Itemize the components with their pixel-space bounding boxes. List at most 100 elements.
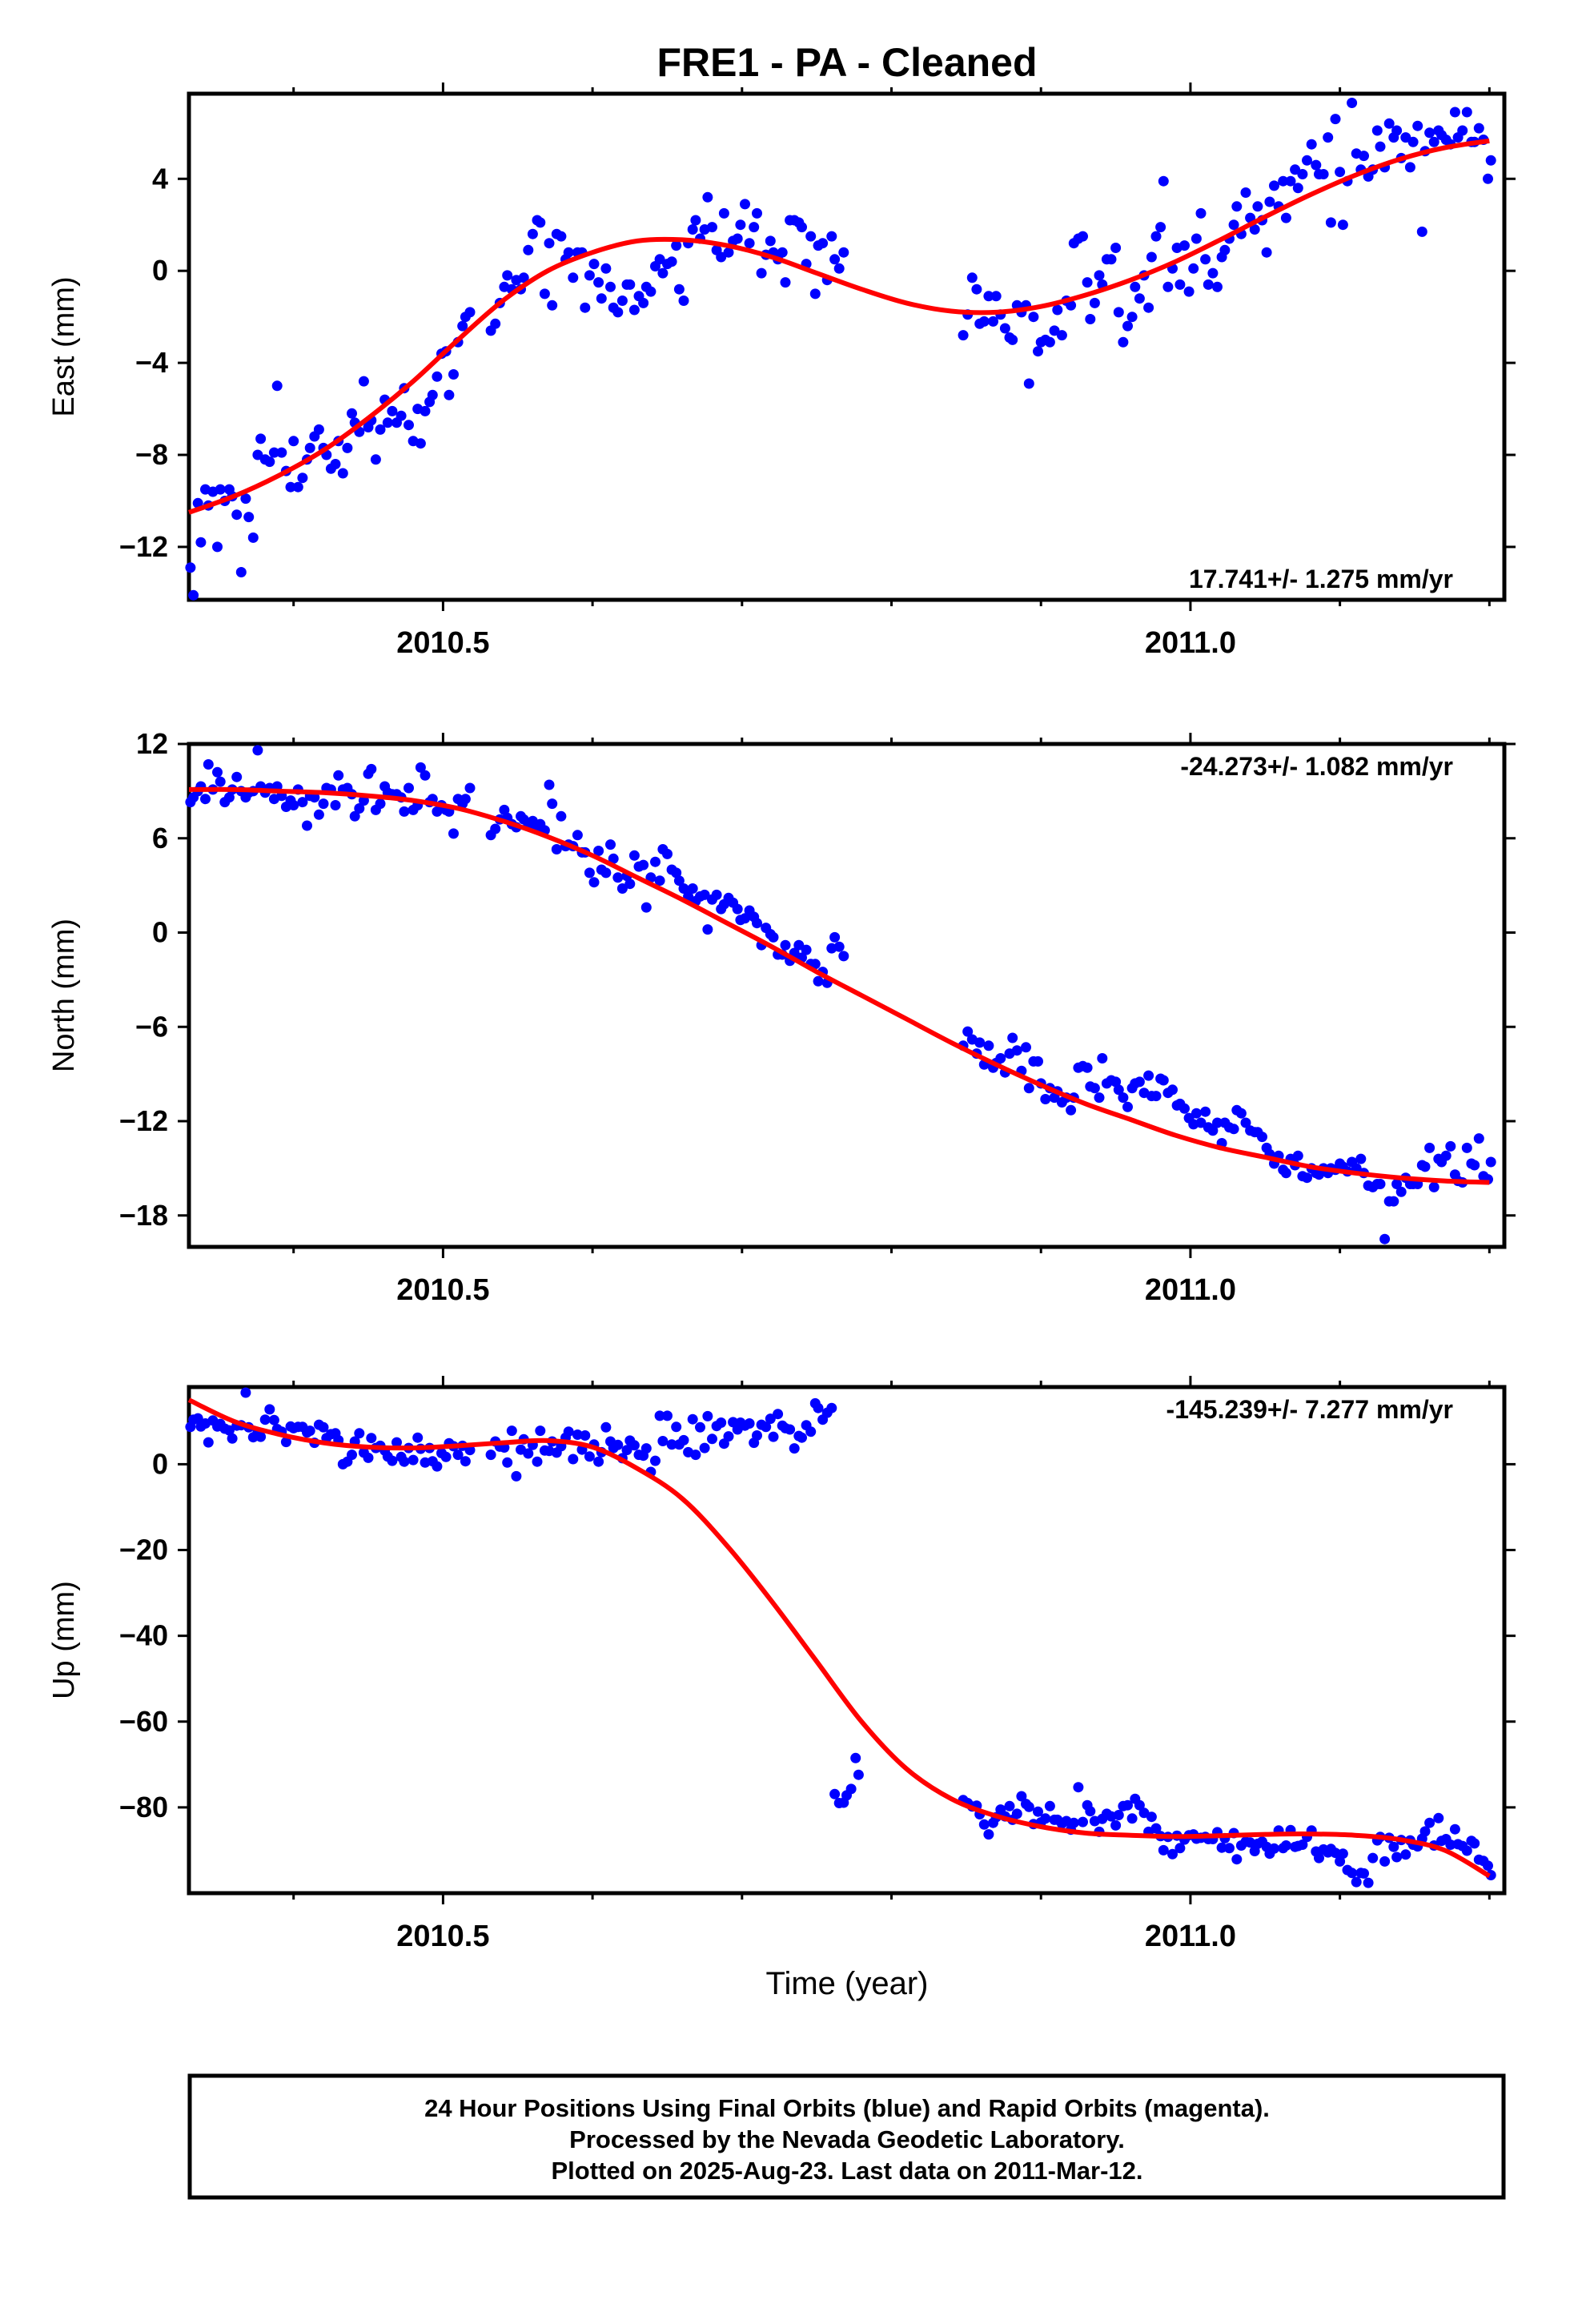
north-data-point (974, 1037, 986, 1048)
east-data-point (1231, 201, 1243, 212)
north-data-point (1280, 1168, 1291, 1179)
up-data-point (1126, 1813, 1138, 1824)
east-data-point (1078, 231, 1088, 242)
north-data-point (1094, 1092, 1105, 1104)
east-data-point (1183, 286, 1195, 297)
up-data-point (1146, 1811, 1157, 1823)
east-data-point (255, 433, 267, 444)
east-data-point (978, 316, 990, 327)
north-data-point (1235, 1108, 1247, 1119)
east-data-point (1416, 226, 1427, 237)
east-data-point (185, 562, 196, 573)
up-data-point (1224, 1843, 1235, 1854)
east-data-point (518, 272, 529, 283)
north-data-point (1167, 1084, 1178, 1096)
north-data-point (1485, 1156, 1496, 1168)
north-data-point (1082, 1062, 1093, 1073)
north-panel: 12 6 0 −6 −12 −18 2010.5 2011.0 North (mm) -24… (47, 727, 1516, 1307)
north-data-point (1066, 1104, 1077, 1116)
up-data-point (432, 1461, 443, 1472)
east-data-point (1485, 155, 1496, 166)
up-data-point (850, 1752, 861, 1763)
north-data-point (838, 951, 849, 962)
north-data-point (673, 875, 685, 887)
north-data-point (1302, 1172, 1312, 1184)
up-data-point (1110, 1819, 1122, 1831)
east-data-point (1297, 169, 1308, 179)
east-data-point (347, 408, 357, 419)
up-data-point (1449, 1823, 1460, 1835)
north-data-point (1375, 1179, 1386, 1189)
north-data-point (1040, 1094, 1051, 1104)
east-xtick-label: 2010.5 (396, 626, 489, 660)
north-data-point (605, 839, 616, 850)
up-data-point (1033, 1806, 1043, 1817)
east-data-point (563, 247, 574, 258)
east-data-point (1412, 120, 1423, 131)
east-data-point (396, 410, 407, 421)
up-data-point (768, 1431, 779, 1442)
up-data-point (853, 1769, 864, 1780)
up-data-point (845, 1783, 857, 1795)
east-data-point (690, 215, 701, 226)
east-data-point (1033, 346, 1043, 357)
east-data-point (1089, 297, 1100, 308)
north-data-point (687, 883, 698, 894)
east-data-point (195, 537, 207, 548)
north-data-point (1089, 1083, 1100, 1094)
up-data-point (532, 1456, 543, 1467)
east-data-point (999, 323, 1010, 334)
north-data-point (1473, 1133, 1484, 1144)
up-data-point (983, 1829, 994, 1840)
north-data-point (650, 856, 661, 867)
north-data-point (616, 883, 628, 894)
north-data-point (499, 804, 510, 815)
north-data-point (833, 941, 845, 952)
up-data-point (1363, 1877, 1374, 1888)
up-data-point (723, 1431, 734, 1442)
up-data-point (1011, 1808, 1022, 1819)
up-data-point (797, 1432, 807, 1443)
east-data-point (1383, 118, 1395, 129)
up-data-point (612, 1439, 624, 1450)
east-data-point (337, 468, 348, 479)
east-data-point (1155, 222, 1166, 233)
up-data-point (563, 1426, 574, 1437)
east-y-axis-label: East (mm) (47, 276, 81, 416)
up-data-point (387, 1455, 398, 1466)
up-data-point (354, 1428, 365, 1439)
east-data-point (1188, 263, 1199, 274)
east-data-point (1407, 136, 1419, 147)
up-ytick-labels: 0 −20 −40 −60 −80 (119, 1447, 168, 1823)
up-data-point (1351, 1876, 1362, 1888)
east-data-point (829, 254, 841, 265)
east-data-point (235, 567, 247, 577)
up-data-point (223, 1425, 235, 1436)
east-data-point (1449, 107, 1460, 118)
up-data-point (584, 1451, 595, 1462)
up-data-point (485, 1449, 496, 1461)
north-data-point (318, 798, 329, 810)
east-data-point (1457, 125, 1468, 136)
east-data-point (297, 472, 308, 484)
up-data-point (460, 1456, 471, 1467)
east-data-point (1052, 304, 1063, 316)
east-data-point (243, 512, 255, 523)
up-data-point (654, 1410, 665, 1421)
east-data-point (1347, 98, 1358, 108)
east-data-point (1311, 159, 1322, 171)
north-data-point (1122, 1101, 1133, 1112)
north-data-point (572, 830, 583, 841)
up-data-point (506, 1425, 517, 1437)
north-data-point (215, 776, 226, 787)
east-data-point (556, 231, 567, 242)
east-data-point (605, 281, 616, 292)
up-data-point (318, 1421, 329, 1433)
up-ytick-label: −20 (119, 1534, 168, 1566)
up-data-point (1483, 1860, 1493, 1872)
footer-line-2: Processed by the Nevada Geodetic Laborat… (569, 2125, 1125, 2153)
north-data-point (654, 875, 665, 887)
up-data-point (1134, 1799, 1145, 1811)
up-data-point (829, 1788, 841, 1799)
